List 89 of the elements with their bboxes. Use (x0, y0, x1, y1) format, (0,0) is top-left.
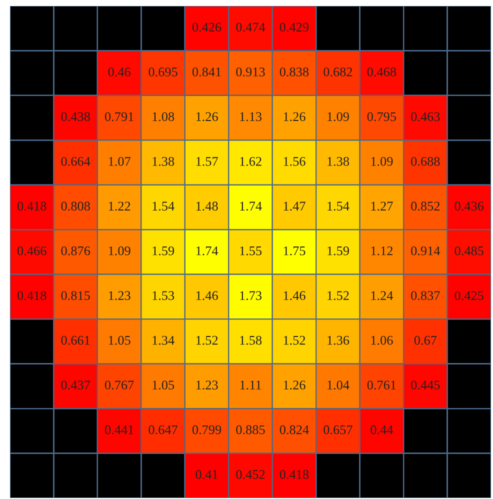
data-label: 0.463 (411, 112, 440, 122)
data-label: 0.437 (61, 380, 90, 390)
data-label: 0.824 (280, 425, 309, 434)
data-label: 1.56 (284, 156, 306, 166)
data-label: 0.657 (324, 425, 352, 434)
data-label: 1.09 (328, 112, 349, 122)
data-label: 1.38 (328, 156, 349, 166)
data-label: 0.799 (192, 425, 222, 434)
data-label: 0.44 (370, 425, 394, 434)
data-label: 0.445 (411, 380, 440, 390)
data-label: 0.418 (280, 470, 309, 479)
data-label: 0.682 (324, 67, 352, 76)
data-label: 1.07 (108, 156, 130, 166)
data-label: 1.74 (240, 202, 262, 211)
data-label: 1.59 (328, 246, 349, 256)
data-label: 0.876 (61, 246, 90, 256)
data-label: 1.26 (284, 112, 306, 122)
data-label: 0.429 (280, 22, 309, 32)
data-label: 0.695 (148, 67, 178, 76)
data-label: 1.55 (240, 246, 262, 256)
data-label: 0.838 (280, 67, 309, 76)
data-label: 0.441 (104, 425, 134, 434)
data-label: 1.13 (240, 112, 262, 122)
data-label: 1.53 (152, 291, 174, 300)
data-label: 1.38 (152, 156, 174, 166)
data-label: 0.452 (236, 470, 265, 479)
data-label: 1.12 (371, 246, 392, 256)
data-label: 1.73 (240, 291, 262, 300)
data-label: 1.34 (152, 336, 174, 345)
data-label: 0.661 (61, 336, 90, 345)
data-label: 0.474 (236, 22, 266, 32)
data-label: 0.438 (61, 112, 90, 122)
data-label: 1.08 (152, 112, 174, 122)
data-label: 0.67 (414, 336, 437, 345)
data-label: 1.59 (152, 246, 174, 256)
data-label: 0.46 (108, 67, 130, 76)
data-label: 0.647 (148, 425, 178, 434)
data-label: 1.22 (108, 202, 130, 211)
data-label: 0.426 (192, 22, 222, 32)
data-label: 1.52 (284, 336, 306, 345)
data-label: 0.418 (18, 291, 46, 300)
data-label: 1.04 (328, 380, 350, 390)
data-label: 1.24 (371, 291, 394, 300)
data-label: 1.48 (196, 202, 218, 211)
data-label: 1.36 (328, 336, 350, 345)
data-label: 0.767 (104, 380, 134, 390)
data-label: 1.74 (196, 246, 218, 256)
data-label: 0.791 (104, 112, 134, 122)
data-label: 1.54 (328, 202, 350, 211)
data-label: 1.23 (108, 291, 130, 300)
data-label: 0.41 (196, 470, 218, 479)
data-label: 1.09 (371, 156, 393, 166)
data-label: 0.914 (411, 246, 440, 256)
data-label: 1.26 (284, 380, 306, 390)
data-label: 1.54 (152, 202, 174, 211)
data-label: 0.795 (367, 112, 396, 122)
data-label: 0.485 (454, 246, 484, 256)
data-label: 1.52 (328, 291, 349, 300)
data-label: 0.841 (192, 67, 221, 76)
data-label: 0.837 (411, 291, 440, 300)
data-label: 0.761 (367, 380, 396, 390)
data-label: 1.27 (371, 202, 393, 211)
data-label: 1.52 (196, 336, 218, 345)
data-label: 1.09 (108, 246, 130, 256)
data-label: 1.58 (240, 336, 262, 345)
data-label: 0.468 (367, 67, 396, 76)
data-label: 1.46 (284, 291, 306, 300)
data-label: 1.26 (196, 112, 218, 122)
data-label: 1.05 (108, 336, 130, 345)
data-label: 0.885 (236, 425, 265, 434)
data-label: 0.852 (411, 202, 440, 211)
data-label: 0.688 (411, 156, 440, 166)
data-label: 1.75 (284, 246, 306, 256)
data-label: 0.418 (18, 202, 46, 211)
data-label: 0.815 (61, 291, 90, 300)
data-label: 0.913 (236, 67, 265, 76)
data-label: 0.808 (61, 202, 90, 211)
data-label: 1.23 (196, 380, 218, 390)
data-label: 1.62 (240, 156, 262, 166)
data-label: 1.06 (371, 336, 393, 345)
data-label: 1.57 (196, 157, 218, 166)
data-label: 0.436 (454, 202, 484, 211)
data-label: 0.664 (61, 156, 90, 166)
data-label: 1.11 (240, 380, 262, 390)
data-label: 1.05 (152, 380, 174, 390)
data-label: 1.46 (196, 291, 218, 300)
data-label: 0.425 (454, 291, 484, 300)
data-label: 0.466 (18, 246, 46, 256)
data-label: 1.47 (284, 202, 306, 211)
